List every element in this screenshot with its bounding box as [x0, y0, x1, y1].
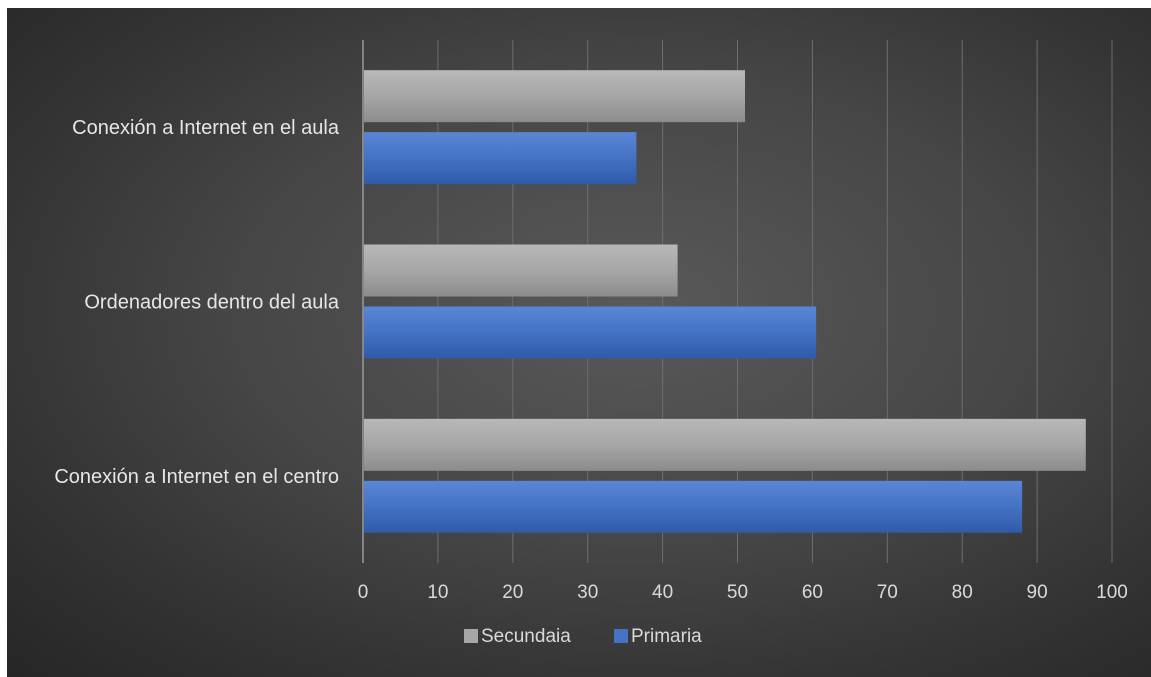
bar-primaria — [364, 132, 637, 185]
category-label: Ordenadores dentro del aula — [84, 292, 339, 314]
x-tick-label: 40 — [652, 582, 673, 603]
chart-area: 0 10 20 30 40 50 60 70 80 90 100 Conexión a Interne… — [7, 8, 1151, 677]
bar-primaria — [364, 306, 817, 359]
x-tick-label: 10 — [427, 582, 448, 603]
x-tick-label: 90 — [1027, 582, 1048, 603]
category-label: Conexión a Internet en el aula — [72, 117, 340, 139]
legend-label: Primaria — [631, 626, 702, 647]
bar-secundaia — [364, 244, 678, 297]
legend-swatch — [464, 629, 478, 643]
bar-chart: 0 10 20 30 40 50 60 70 80 90 100 Conexión a Interne… — [54, 40, 1128, 647]
x-tick-label: 50 — [727, 582, 748, 603]
category-label: Conexión a Internet en el centro — [54, 466, 339, 488]
bars — [364, 70, 1086, 533]
x-tick-label: 70 — [877, 582, 898, 603]
labels: 0 10 20 30 40 50 60 70 80 90 100 Conexión a Interne… — [54, 117, 1127, 603]
bar-secundaia — [364, 70, 745, 123]
bar-primaria — [364, 480, 1023, 533]
gridlines — [437, 40, 1113, 563]
x-tick-label: 30 — [577, 582, 598, 603]
legend-swatch — [614, 629, 628, 643]
x-tick-label: 80 — [952, 582, 973, 603]
legend-label: Secundaia — [481, 626, 571, 647]
x-tick-label: 100 — [1096, 582, 1128, 603]
x-tick-label: 20 — [502, 582, 523, 603]
legend: Secundaia Primaria — [464, 626, 702, 647]
bar-secundaia — [364, 418, 1086, 471]
x-tick-label: 0 — [358, 582, 369, 603]
x-tick-label: 60 — [802, 582, 823, 603]
